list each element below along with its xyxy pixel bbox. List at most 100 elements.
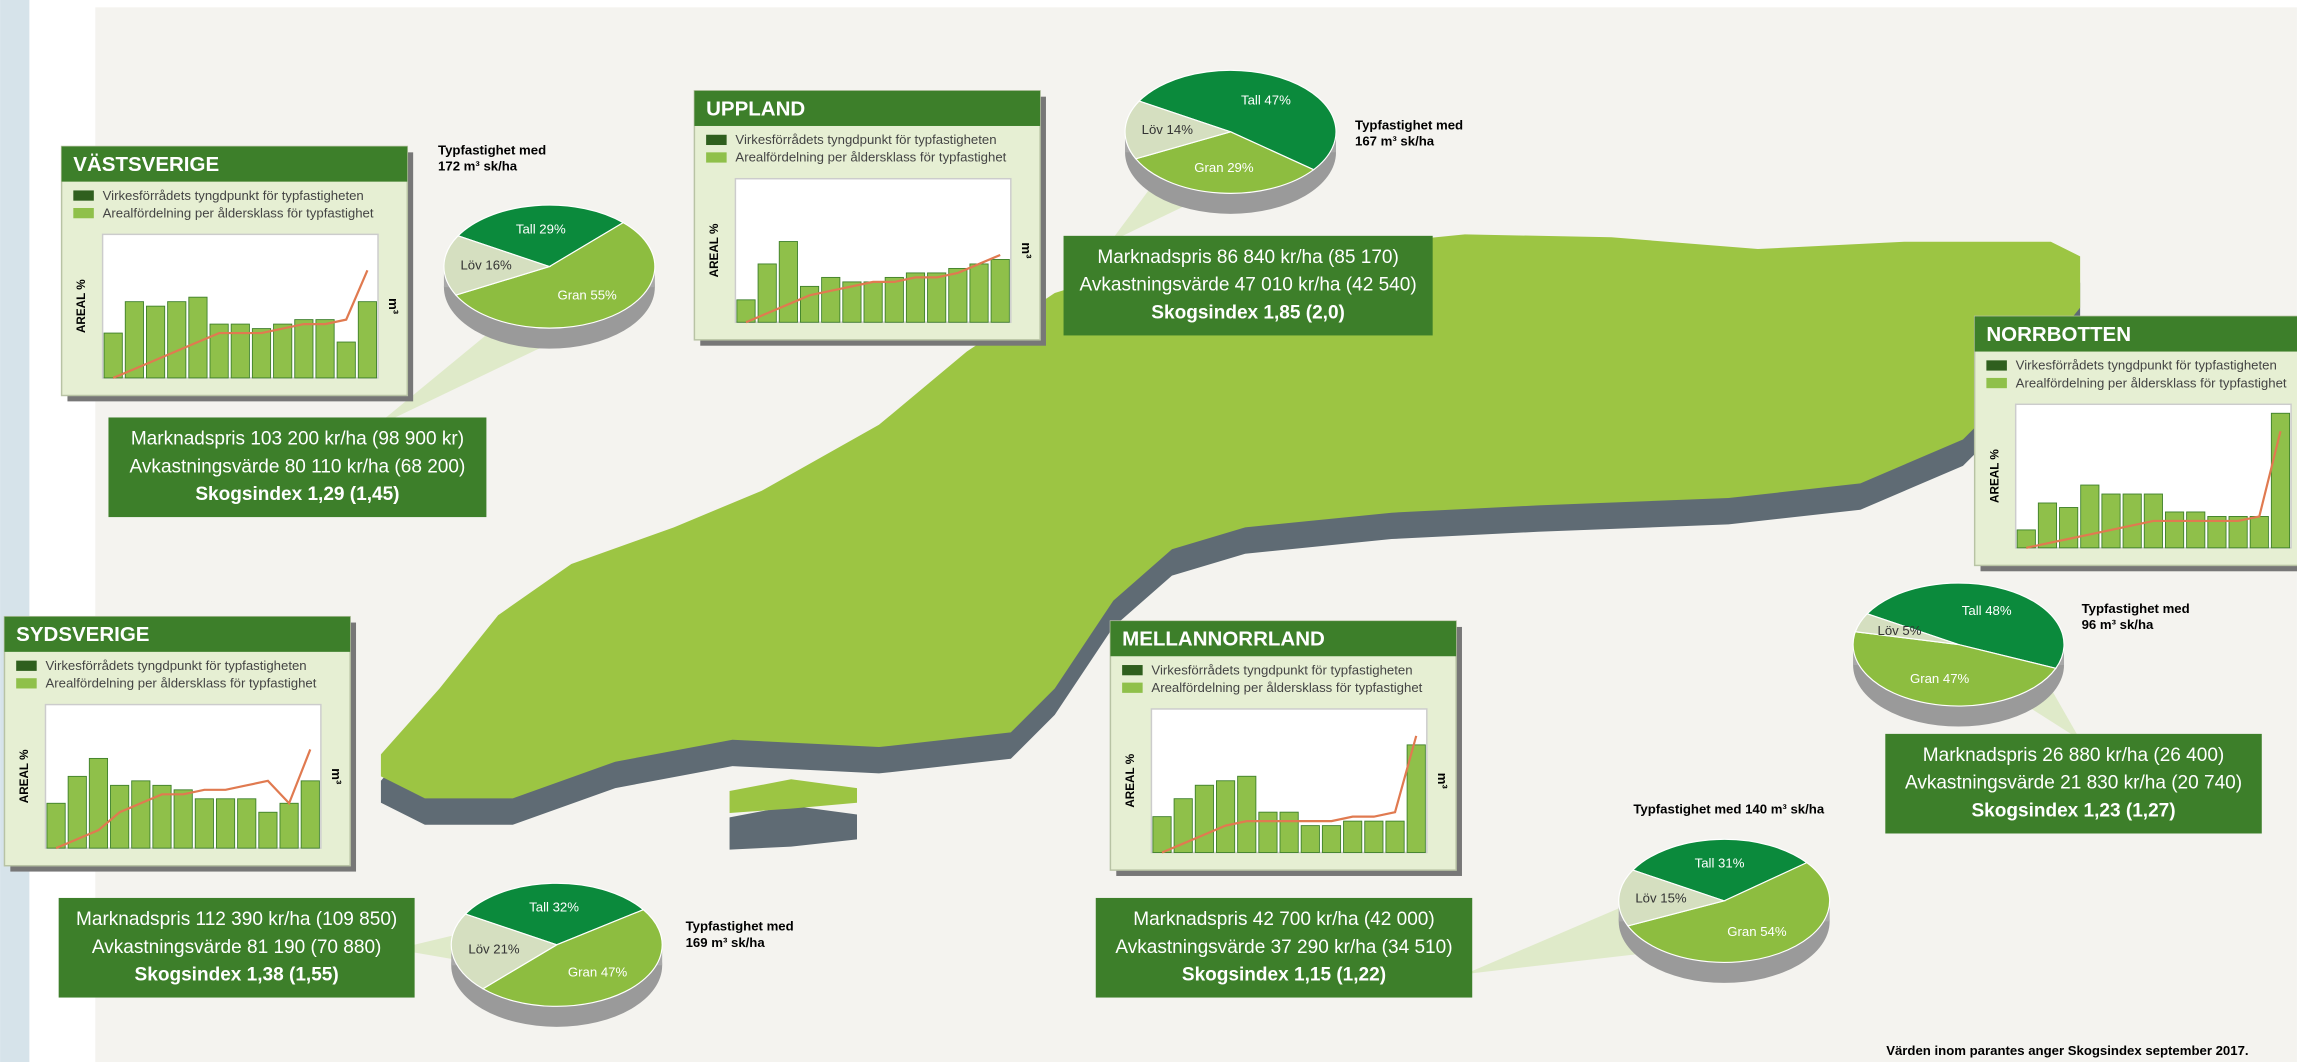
bar <box>2016 529 2036 549</box>
bar <box>1385 820 1405 853</box>
y-axis-label: AREAL % <box>18 749 31 803</box>
panel-title: VÄSTSVERIGE <box>73 153 219 176</box>
info-line: Marknadspris 86 840 kr/ha (85 170) <box>1097 247 1399 268</box>
bar <box>1300 825 1320 853</box>
bar <box>230 323 250 379</box>
info-line: Skogsindex 1,85 (2,0) <box>1151 303 1345 324</box>
bar <box>842 281 862 323</box>
region: MELLANNORRLAND Virkesförrådets tyngdpunkt… <box>1095 620 1831 998</box>
bar <box>2164 511 2185 549</box>
panel-title-band <box>1974 316 2297 352</box>
pie-slice <box>464 882 645 946</box>
legend-label: Virkesförrådets tyngdpunkt för typfastig… <box>735 132 996 147</box>
bar <box>1279 811 1299 853</box>
info-line: Marknadspris 42 700 kr/ha (42 000) <box>1133 909 1435 930</box>
y2-axis-label: m³ <box>1435 773 1450 790</box>
bar <box>110 784 130 849</box>
info-box <box>1885 733 2262 834</box>
bar <box>2059 507 2079 549</box>
pie-label: Gran 55% <box>557 288 617 303</box>
legend-label: Arealfördelning per åldersklass för typf… <box>735 150 1006 165</box>
region: NORRBOTTEN Virkesförrådets tyngdpunkt för… <box>1852 315 2297 834</box>
pie-slice <box>450 913 559 990</box>
typfastighet: Typfastighet med <box>1355 117 1463 132</box>
bar <box>279 802 299 849</box>
info-line: Marknadspris 26 880 kr/ha (26 400) <box>1923 745 2225 766</box>
info-line: Marknadspris 112 390 kr/ha (109 850) <box>76 909 397 930</box>
pie-slice <box>443 235 552 296</box>
pie-label: Löv 16% <box>460 257 512 272</box>
footnote: Värden inom parantes anger Skogsindex se… <box>1886 1043 2248 1058</box>
typfastighet: Typfastighet med <box>686 919 794 934</box>
line <box>112 269 369 379</box>
bar <box>1343 820 1363 853</box>
pie-slice <box>454 221 656 329</box>
legend-label: Arealfördelning per åldersklass för typf… <box>2016 375 2287 390</box>
bar <box>1173 798 1193 853</box>
bar <box>209 323 229 379</box>
y-axis-label: AREAL % <box>708 223 721 277</box>
panel-title: SYDSVERIGE <box>16 623 149 646</box>
info-line: Avkastningsvärde 81 190 (70 880) <box>92 937 382 958</box>
pie-label: Tall 31% <box>1695 856 1745 871</box>
pie-label: Gran 47% <box>1910 671 1970 686</box>
bar <box>927 272 947 323</box>
bar <box>778 241 798 323</box>
bar <box>258 811 278 849</box>
bar <box>990 259 1010 323</box>
pie-label: Gran 29% <box>1194 160 1254 175</box>
y2-axis-label: m³ <box>1019 242 1034 259</box>
bar <box>905 272 926 323</box>
bar <box>799 285 820 323</box>
typfastighet: Typfastighet med 140 m³ sk/ha <box>1633 802 1824 817</box>
bar <box>1364 820 1384 853</box>
pie-label: Löv 5% <box>1878 623 1922 638</box>
pie-label: Löv 21% <box>468 941 520 956</box>
legend-label: Arealfördelning per åldersklass för typf… <box>45 676 316 691</box>
info-box <box>108 417 487 518</box>
pie-slice <box>1618 869 1727 927</box>
pie-slice <box>1852 631 2057 707</box>
panel-title: UPPLAND <box>706 97 805 120</box>
legend-swatch <box>706 152 727 163</box>
bar <box>152 784 172 849</box>
bar <box>315 319 335 379</box>
legend-swatch <box>73 208 94 219</box>
pie-slice <box>456 204 625 268</box>
pie-label: Gran 54% <box>1727 924 1787 939</box>
panel-title: MELLANNORRLAND <box>1122 628 1325 651</box>
pie-slice <box>1138 69 1337 171</box>
info-line: Avkastningsvärde 80 110 kr/ha (68 200) <box>130 456 466 477</box>
bar <box>2122 493 2142 549</box>
info-line: Avkastningsvärde 21 830 kr/ha (20 740) <box>1905 773 2242 794</box>
bar <box>2186 511 2206 549</box>
region: VÄSTSVERIGE Virkesförrådets tyngdpunkt fö… <box>60 142 656 518</box>
bar <box>300 780 320 849</box>
bar <box>146 305 166 379</box>
pie-label: Tall 32% <box>529 899 579 914</box>
pie-label: Löv 14% <box>1142 122 1194 137</box>
bar <box>2207 516 2227 549</box>
bar <box>1406 744 1426 853</box>
legend-label: Virkesförrådets tyngdpunkt för typfastig… <box>45 658 306 673</box>
region: UPPLAND Virkesförrådets tyngdpunkt för ty… <box>693 69 1463 346</box>
bar <box>251 328 272 379</box>
panel-title-band <box>1110 621 1457 657</box>
info-line: Avkastningsvärde 37 290 kr/ha (34 510) <box>1115 937 1452 958</box>
line <box>55 749 312 850</box>
info-line: Skogsindex 1,23 (1,27) <box>1971 801 2175 822</box>
pie-slice <box>1631 838 1808 902</box>
bar <box>131 780 151 849</box>
bar <box>969 263 989 323</box>
y2-axis-label: m³ <box>329 768 344 785</box>
legend-swatch <box>1986 377 2007 389</box>
bar <box>821 276 841 323</box>
legend-swatch <box>1986 360 2007 371</box>
connector <box>395 934 463 961</box>
legend-swatch <box>706 134 727 146</box>
info-box <box>1063 235 1433 336</box>
panel-title-band <box>694 90 1041 126</box>
pie-label: Löv 15% <box>1635 890 1687 905</box>
legend-swatch <box>1122 665 1143 676</box>
